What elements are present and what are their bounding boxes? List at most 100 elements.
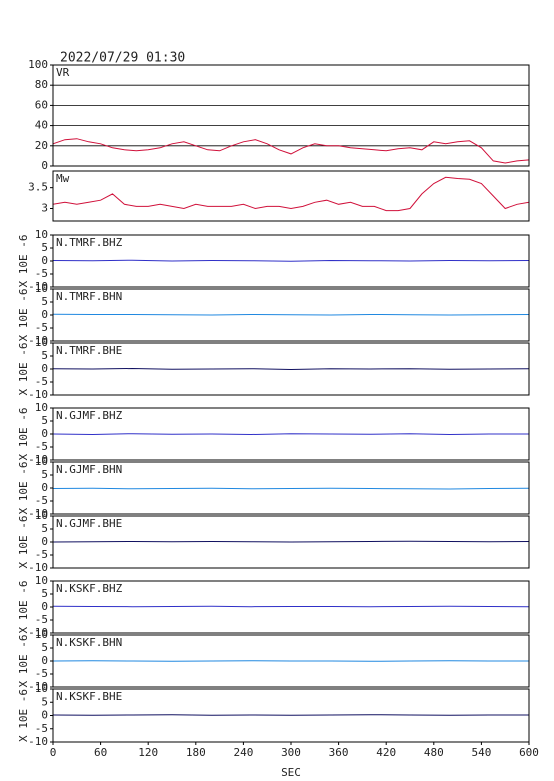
y-tick-label: 3: [41, 202, 48, 215]
data-line: [52, 433, 529, 436]
panel-frame: [52, 634, 530, 688]
y-tick-label: 10: [35, 574, 48, 587]
y-tick-label: -10: [28, 388, 48, 401]
y-tick-label: -10: [28, 453, 48, 466]
y-tick-label: 10: [35, 336, 48, 349]
y-tick-label: 0: [41, 254, 48, 267]
x-tick-label: 240: [233, 746, 253, 759]
y-tick-label: -10: [28, 626, 48, 639]
x-tick-label: 480: [424, 746, 444, 759]
y-tick-label: 5: [41, 641, 48, 654]
x-tick-label: 60: [94, 746, 107, 759]
panel-frame: [52, 342, 530, 396]
y-tick-label: -5: [35, 321, 48, 334]
y-axis-label: X 10E -6: [17, 635, 30, 688]
panel-label: N.GJMF.BHE: [56, 517, 122, 530]
x-axis-label: SEC: [281, 766, 301, 779]
y-tick-label: 10: [35, 455, 48, 468]
data-line: [52, 540, 530, 543]
panel-frame: [52, 407, 530, 461]
y-tick-label: 5: [41, 468, 48, 481]
y-tick-label: -10: [28, 334, 48, 347]
y-tick-label: 5: [41, 522, 48, 535]
panel-frame: [52, 515, 530, 569]
x-tick-label: 0: [50, 746, 57, 759]
y-tick-label: 5: [41, 241, 48, 254]
y-tick-label: 10: [35, 509, 48, 522]
x-tick-label: 420: [376, 746, 396, 759]
y-tick-label: 5: [41, 295, 48, 308]
y-tick-label: -5: [35, 494, 48, 507]
x-tick-label: 540: [471, 746, 491, 759]
panel-frame: [52, 234, 530, 288]
y-axis-label: X 10E -6: [17, 289, 30, 342]
y-tick-label: 10: [35, 401, 48, 414]
panel-label: N.TMRF.BHN: [56, 290, 122, 303]
data-line: [52, 176, 530, 212]
y-tick-label: 0: [41, 709, 48, 722]
y-tick-label: 100: [28, 58, 48, 71]
y-tick-label: -5: [35, 722, 48, 735]
panel-label: N.TMRF.BHZ: [56, 236, 123, 249]
y-tick-label: 0: [41, 654, 48, 667]
y-tick-label: 0: [41, 600, 48, 613]
y-tick-label: 5: [41, 695, 48, 708]
y-tick-label: 10: [35, 228, 48, 241]
panel-frame: [52, 64, 530, 167]
y-tick-label: 0: [41, 427, 48, 440]
x-tick-label: 120: [138, 746, 158, 759]
y-tick-label: 20: [35, 139, 48, 152]
data-line: [52, 367, 530, 371]
data-line: [52, 313, 530, 316]
y-axis-label: X 10E -6: [17, 235, 30, 288]
data-line: [52, 487, 530, 490]
y-tick-label: 0: [41, 308, 48, 321]
x-tick-label: 300: [281, 746, 301, 759]
y-tick-label: 0: [41, 535, 48, 548]
panel-label: N.GJMF.BHN: [56, 463, 122, 476]
x-tick-label: 600: [519, 746, 539, 759]
y-tick-label: 10: [35, 282, 48, 295]
panel-frame: [52, 288, 530, 342]
chart-title: 2022/07/29 01:30: [60, 51, 185, 66]
y-axis-label: X 10E -6: [17, 408, 30, 461]
panel-label: N.TMRF.BHE: [56, 344, 122, 357]
y-tick-label: -10: [28, 680, 48, 693]
y-tick-label: 80: [35, 78, 48, 91]
y-tick-label: -5: [35, 667, 48, 680]
panel-frame: [52, 580, 530, 634]
y-tick-label: 0: [41, 481, 48, 494]
y-tick-label: -10: [28, 280, 48, 293]
y-axis-label: X 10E -6: [17, 689, 30, 742]
y-tick-label: 3.5: [28, 181, 48, 194]
y-axis-label: X 10E -6: [17, 581, 30, 634]
y-tick-label: -5: [35, 375, 48, 388]
y-axis-label: X 10E -6: [17, 343, 30, 396]
y-tick-label: -5: [35, 440, 48, 453]
y-tick-label: -10: [28, 561, 48, 574]
y-axis-label: X 10E -6: [17, 516, 30, 569]
panel-label: N.KSKF.BHN: [56, 636, 122, 649]
data-line: [52, 660, 529, 662]
y-tick-label: 5: [41, 414, 48, 427]
y-tick-label: -5: [35, 613, 48, 626]
y-tick-label: 60: [35, 98, 48, 111]
y-tick-label: 0: [41, 159, 48, 172]
data-line: [52, 605, 530, 608]
y-tick-label: -5: [35, 548, 48, 561]
y-tick-label: 5: [41, 587, 48, 600]
panel-label: VR: [56, 66, 70, 79]
y-tick-label: 40: [35, 119, 48, 132]
panel-label: N.KSKF.BHE: [56, 690, 122, 703]
data-line: [52, 259, 530, 262]
data-line: [52, 138, 530, 164]
y-axis-label: X 10E -6: [17, 462, 30, 515]
y-tick-label: 0: [41, 362, 48, 375]
y-tick-label: 5: [41, 349, 48, 362]
panel-label: N.GJMF.BHZ: [56, 409, 123, 422]
x-tick-label: 360: [329, 746, 349, 759]
panel-frame: [52, 461, 530, 515]
y-tick-label: -10: [28, 507, 48, 520]
